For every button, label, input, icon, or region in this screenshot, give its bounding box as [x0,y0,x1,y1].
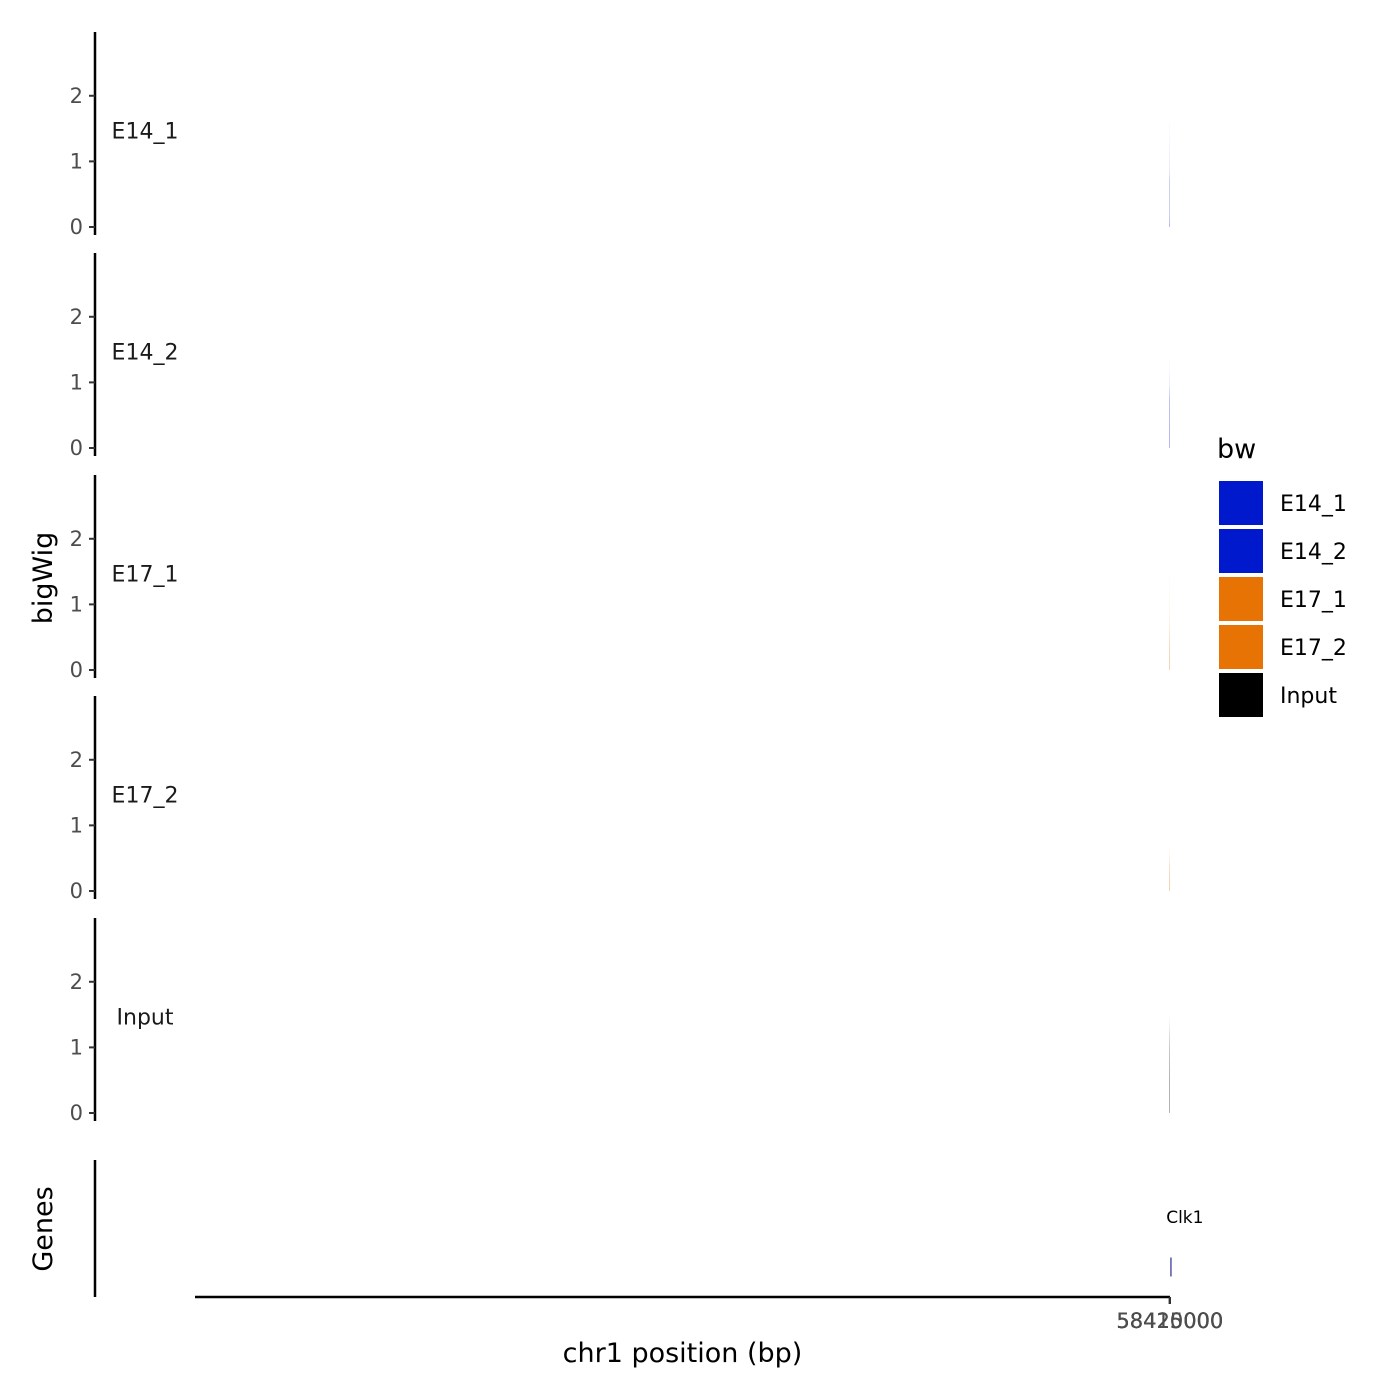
y-tick-label: 0 [70,658,83,682]
y-tick-label: 1 [70,592,83,616]
gene-track-title: Genes [28,1186,59,1271]
x-tick-label: 58425000 [1117,1309,1224,1333]
legend-swatch-e14_1 [1217,479,1265,527]
legend-swatch-e14_2 [1217,527,1265,575]
x-tick-label: 58410000 [1116,1309,1223,1333]
gene-exon [1169,1256,1173,1278]
signal-tracks: 0 1 2 E14_1 0 1 2 E14_2 0 1 2 E17_1 0 1 2 E17_2 0 1 2 Input [70,32,1170,1125]
y-tick-label: 0 [70,436,83,460]
x-axis-title: chr1 position (bp) [563,1338,803,1369]
track-e14_1: 0 1 2 E14_1 [70,32,1170,239]
y-tick-label: 1 [70,370,83,394]
track-e17_1: 0 1 2 E17_1 [70,475,1170,682]
legend-label: E14_2 [1280,540,1347,565]
legend-label: E17_2 [1280,636,1347,661]
legend-label: Input [1280,684,1337,709]
x-tick-label: 58420000 [1116,1309,1223,1333]
track-e17_2: 0 1 2 E17_2 [70,696,1170,903]
y-tick-label: 1 [70,1035,83,1059]
track-label: E14_2 [112,340,179,365]
gene-track: Clk1 [93,1160,1203,1297]
legend-label: E14_1 [1280,492,1347,517]
track-label: E14_1 [112,119,179,144]
y-tick-label: 2 [70,748,83,772]
y-tick-label: 1 [70,149,83,173]
track-label: Input [117,1005,174,1030]
legend-label: E17_1 [1280,588,1347,613]
y-tick-label: 0 [70,215,83,239]
legend-swatch-e17_1 [1217,575,1265,623]
legend-swatch-e17_2 [1217,623,1265,671]
track-label: E17_2 [112,783,179,808]
y-axis-title: bigWig [28,532,59,625]
legend-title: bw [1217,434,1256,465]
legend: E14_1 E14_2 E17_1 E17_2 Input [1217,479,1347,719]
track-e14_2: 0 1 2 E14_2 [70,253,1170,460]
y-tick-label: 2 [70,527,83,551]
track-label: E17_1 [112,562,179,587]
y-tick-label: 2 [70,970,83,994]
track-input: 0 1 2 Input [70,918,1170,1125]
gene-name-label: Clk1 [1166,1208,1203,1228]
y-tick-label: 2 [70,84,83,108]
legend-swatch-input [1217,671,1265,719]
y-tick-label: 2 [70,305,83,329]
y-tick-label: 0 [70,1101,83,1125]
y-tick-label: 0 [70,879,83,903]
y-tick-label: 1 [70,813,83,837]
x-tick-label: 58415000 [1116,1309,1223,1333]
